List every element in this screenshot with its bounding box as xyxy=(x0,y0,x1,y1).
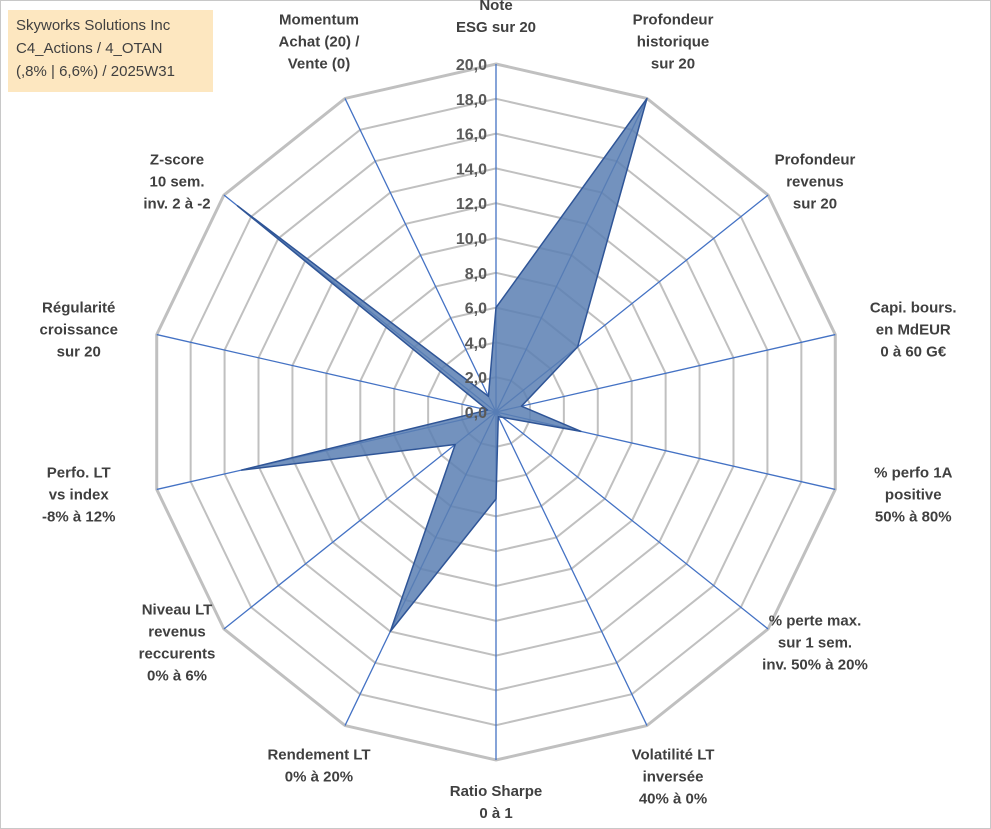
axis-label-8-line-1: 0% à 20% xyxy=(285,768,353,785)
axis-label-12: Z-score 10 sem. inv. 2 à -2 xyxy=(143,151,210,212)
spoke-13 xyxy=(344,98,497,413)
axis-label-8: Rendement LT 0% à 20% xyxy=(267,746,370,785)
axis-label-7-line-1: 0 à 1 xyxy=(479,805,512,822)
axis-label-10-line-0: Perfo. LT xyxy=(47,464,111,481)
series-area-0 xyxy=(236,97,648,633)
axis-label-10: Perfo. LT vs index -8% à 12% xyxy=(42,464,115,525)
axis-label-12-line-1: 10 sem. xyxy=(149,173,204,190)
axis-label-5-line-2: inv. 50% à 20% xyxy=(762,657,868,674)
spoke-11 xyxy=(156,333,497,413)
axis-label-5-line-0: % perte max. xyxy=(769,613,862,630)
axis-label-12-line-0: Z-score xyxy=(150,151,204,168)
axis-label-1-line-1: historique xyxy=(637,34,710,51)
axis-label-10-line-2: -8% à 12% xyxy=(42,508,115,525)
axis-label-13-line-1: Achat (20) / xyxy=(279,34,361,51)
tick-label-10: 20,0 xyxy=(456,57,487,74)
tick-label-1: 2,0 xyxy=(465,370,487,387)
title-line-category: C4_Actions / 4_OTAN xyxy=(16,40,163,57)
axis-label-1: Profondeur historique sur 20 xyxy=(633,12,714,73)
axis-label-0-line-0: Note xyxy=(479,0,512,14)
title-line-period: (,8% | 6,6%) / 2025W31 xyxy=(16,63,175,80)
axis-label-2-line-2: sur 20 xyxy=(793,195,837,212)
axis-label-5: % perte max. sur 1 sem. inv. 50% à 20% xyxy=(762,613,868,674)
spoke-3 xyxy=(495,333,836,413)
axis-label-11-line-1: croissance xyxy=(40,322,118,339)
axis-label-9-line-1: revenus xyxy=(148,624,206,641)
spoke-9 xyxy=(223,411,497,630)
axis-label-2: Profondeur revenus sur 20 xyxy=(775,151,856,212)
axis-label-6: Volatilité LT inversée 40% à 0% xyxy=(632,746,715,807)
axis-label-2-line-1: revenus xyxy=(786,173,844,190)
axis-label-7: Ratio Sharpe 0 à 1 xyxy=(450,783,543,822)
axis-label-10-line-1: vs index xyxy=(49,486,110,503)
radar-tick-labels: 0,0 2,0 4,0 6,0 8,0 10,0 12,0 14,0 16,0 18,0 20,0 xyxy=(456,57,487,422)
axis-label-4-line-0: % perfo 1A xyxy=(874,464,953,481)
tick-label-0: 0,0 xyxy=(465,405,487,422)
axis-label-11-line-0: Régularité xyxy=(42,300,115,317)
axis-label-4: % perfo 1A positive 50% à 80% xyxy=(874,464,953,525)
axis-label-3-line-1: en MdEUR xyxy=(876,322,951,339)
axis-label-12-line-2: inv. 2 à -2 xyxy=(143,195,210,212)
axis-label-5-line-1: sur 1 sem. xyxy=(778,635,852,652)
axis-label-4-line-1: positive xyxy=(885,486,942,503)
axis-label-1-line-0: Profondeur xyxy=(633,12,714,29)
axis-label-6-line-1: inversée xyxy=(643,768,704,785)
axis-label-11-line-2: sur 20 xyxy=(57,344,101,361)
axis-label-1-line-2: sur 20 xyxy=(651,56,695,73)
tick-label-9: 18,0 xyxy=(456,92,487,109)
axis-label-13-line-0: Momentum xyxy=(279,12,359,29)
tick-label-4: 8,0 xyxy=(465,266,487,283)
tick-label-3: 6,0 xyxy=(465,301,487,318)
chart-title-box: Skyworks Solutions Inc C4_Actions / 4_OT… xyxy=(8,10,213,92)
radar-series xyxy=(236,97,648,633)
axis-label-3-line-0: Capi. bours. xyxy=(870,300,957,317)
axis-label-8-line-0: Rendement LT xyxy=(267,746,370,763)
tick-label-7: 14,0 xyxy=(456,161,487,178)
tick-label-2: 4,0 xyxy=(465,335,487,352)
axis-label-9-line-2: reccurents xyxy=(139,646,216,663)
axis-label-9: Niveau LT revenus reccurents 0% à 6% xyxy=(139,602,216,685)
tick-label-6: 12,0 xyxy=(456,196,487,213)
axis-label-9-line-0: Niveau LT xyxy=(142,602,213,619)
axis-label-7-line-0: Ratio Sharpe xyxy=(450,783,543,800)
axis-label-9-line-3: 0% à 6% xyxy=(147,668,207,685)
axis-label-2-line-0: Profondeur xyxy=(775,151,856,168)
spoke-5 xyxy=(495,411,769,630)
axis-label-3-line-2: 0 à 60 G€ xyxy=(880,344,947,361)
tick-label-5: 10,0 xyxy=(456,231,487,248)
axis-label-6-line-2: 40% à 0% xyxy=(639,790,707,807)
axis-label-13-line-2: Vente (0) xyxy=(288,56,351,73)
axis-label-6-line-0: Volatilité LT xyxy=(632,746,715,763)
spoke-6 xyxy=(495,411,648,726)
axis-label-3: Capi. bours. en MdEUR 0 à 60 G€ xyxy=(870,300,957,361)
tick-label-8: 16,0 xyxy=(456,127,487,144)
axis-label-4-line-2: 50% à 80% xyxy=(875,508,952,525)
axis-label-11: Régularité croissance sur 20 xyxy=(40,300,118,361)
axis-label-13: Momentum Achat (20) / Vente (0) xyxy=(279,12,361,73)
radar-axis-labels: Note ESG sur 20 Profondeur historique sur 20… xyxy=(40,0,957,822)
axis-label-0: Note ESG sur 20 xyxy=(456,0,536,36)
title-line-company: Skyworks Solutions Inc xyxy=(16,17,171,34)
axis-label-0-line-1: ESG sur 20 xyxy=(456,19,536,36)
